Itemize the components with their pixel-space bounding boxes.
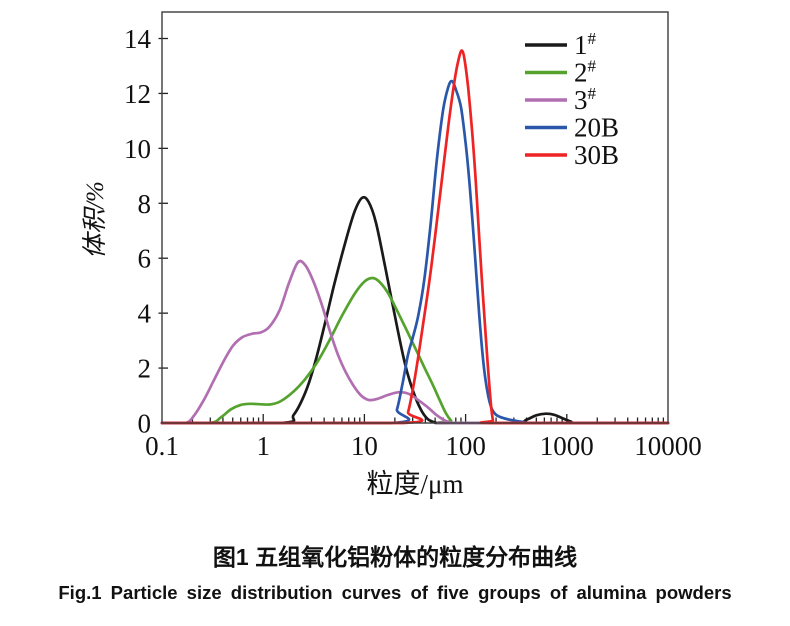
y-tick-label: 4 — [138, 299, 152, 329]
x-axis-title: 粒度/μm — [367, 469, 464, 499]
y-tick-label: 12 — [124, 79, 151, 109]
curve-3# — [160, 259, 670, 425]
legend-label-2: 2# — [574, 57, 597, 88]
x-tick-labels: 0.1 1 10 100 1000 10000 — [145, 431, 702, 461]
y-axis-title: 体积/% — [82, 181, 109, 259]
y-tick-labels: 0 2 4 6 8 10 12 14 — [124, 24, 152, 439]
y-tick-label: 0 — [138, 409, 152, 439]
x-tick-label: 10000 — [634, 431, 702, 461]
caption-english: Fig.1 Particle size distribution curves … — [58, 582, 732, 603]
legend-label-30B: 30B — [574, 140, 619, 170]
legend-label-sup: # — [588, 84, 597, 103]
legend-label-sup: # — [588, 29, 597, 48]
x-tick-label: 0.1 — [145, 431, 179, 461]
x-tick-label: 100 — [445, 431, 486, 461]
y-tick-label: 2 — [138, 354, 152, 384]
curves — [160, 49, 670, 425]
legend-label-1: 1# — [574, 29, 597, 60]
curve-2# — [160, 276, 670, 425]
x-tick-label: 1 — [256, 431, 270, 461]
curve-20B — [160, 79, 670, 425]
y-tick-label: 14 — [124, 24, 152, 54]
caption-chinese: 图1 五组氧化铝粉体的粒度分布曲线 — [212, 544, 578, 570]
y-tick-label: 8 — [138, 189, 152, 219]
chart-canvas: 0.1 1 10 100 1000 10000 0 2 4 6 8 10 12 14 1#2#3#20B30… — [82, 11, 702, 499]
y-tick-label: 6 — [138, 244, 152, 274]
y-tick-label: 10 — [124, 134, 151, 164]
curve-30B — [160, 49, 670, 425]
plot-frame — [161, 11, 669, 424]
x-tick-label: 1000 — [540, 431, 594, 461]
legend-label-sup: # — [588, 57, 597, 76]
legend-label-20B: 20B — [574, 113, 619, 143]
y-axis-ticks — [158, 37, 168, 369]
curve-1# — [160, 195, 670, 425]
x-tick-label: 10 — [351, 431, 378, 461]
legend-label-3: 3# — [574, 84, 597, 115]
